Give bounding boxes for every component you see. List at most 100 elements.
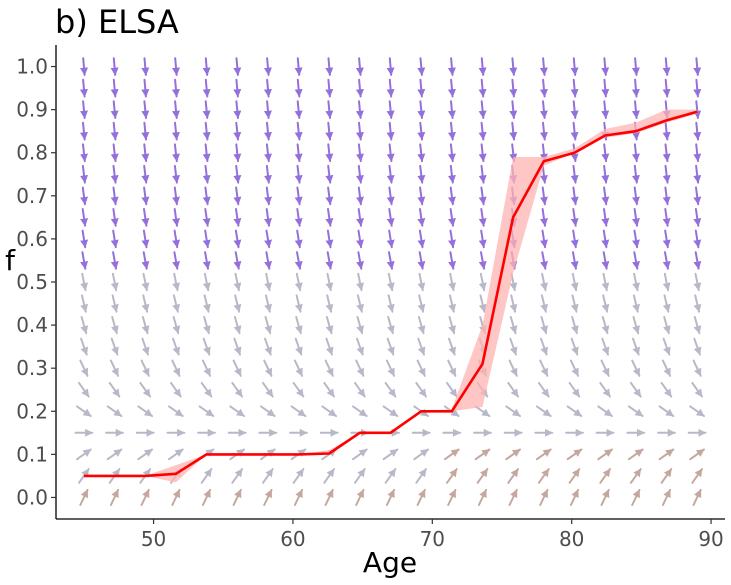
vector-arrow <box>262 381 274 398</box>
vector-arrow <box>474 448 491 461</box>
vector-arrow <box>141 316 150 335</box>
vector-arrow <box>294 143 303 163</box>
vector-arrow <box>325 316 334 335</box>
vector-arrow <box>632 316 640 335</box>
vector-arrow <box>537 468 550 484</box>
vector-arrow <box>415 468 427 484</box>
vector-arrow <box>202 316 211 335</box>
vector-arrow <box>416 359 426 377</box>
vector-arrow <box>321 405 338 418</box>
y-tick-label: 0.0 <box>16 485 48 509</box>
vector-arrow <box>233 316 242 335</box>
vector-arrow <box>508 359 518 377</box>
vector-arrow <box>689 405 705 418</box>
vector-arrow <box>693 208 702 227</box>
vector-arrow <box>535 405 552 418</box>
vector-arrow <box>692 359 702 377</box>
vector-arrow <box>233 251 242 270</box>
vector-arrow <box>535 448 552 461</box>
vector-arrow <box>233 186 242 206</box>
vector-arrow <box>443 448 460 461</box>
vector-arrow <box>566 448 583 461</box>
vector-arrow <box>232 359 242 377</box>
vector-arrow <box>658 405 675 418</box>
vector-arrow <box>601 100 610 119</box>
vector-arrow <box>570 78 579 98</box>
vector-arrow <box>80 272 89 292</box>
vector-arrow <box>294 294 303 313</box>
vector-arrow <box>631 100 640 119</box>
vector-arrow <box>78 468 90 484</box>
vector-arrow <box>601 57 610 76</box>
vector-arrow <box>137 405 154 418</box>
vector-arrow <box>447 143 456 163</box>
vector-arrow <box>386 143 395 163</box>
y-tick-label: 0.1 <box>16 442 48 466</box>
vector-arrow <box>264 272 273 292</box>
vector-arrow <box>537 381 550 398</box>
vector-arrow <box>386 229 395 249</box>
vector-arrow <box>478 57 487 76</box>
vector-arrow <box>662 121 671 141</box>
vector-arrow <box>693 316 702 335</box>
vector-arrow <box>140 359 150 377</box>
vector-arrow <box>79 488 89 506</box>
vector-arrow <box>264 251 272 270</box>
vector-arrow <box>354 468 366 484</box>
vector-arrow <box>233 57 242 76</box>
vector-arrow <box>448 316 456 335</box>
vector-arrow <box>447 78 456 98</box>
vector-arrow <box>264 294 273 313</box>
vector-arrow <box>505 448 521 461</box>
vector-arrow <box>233 164 242 184</box>
vector-arrow <box>170 381 182 398</box>
vector-arrow <box>263 359 273 377</box>
vector-arrow <box>570 272 579 292</box>
vector-arrow <box>447 359 457 377</box>
vector-arrow <box>386 251 395 270</box>
vector-arrow <box>600 488 610 506</box>
vector-arrow <box>382 405 399 418</box>
vector-arrow <box>141 337 150 356</box>
vector-arrow <box>233 208 242 227</box>
vector-arrow <box>386 121 395 141</box>
vector-arrow <box>80 251 88 270</box>
y-tick-label: 0.9 <box>16 98 48 122</box>
vector-arrow <box>570 100 579 119</box>
vector-arrow <box>355 121 364 141</box>
vector-arrow <box>447 100 456 119</box>
vector-arrow <box>601 272 610 292</box>
vector-arrow <box>325 208 334 227</box>
vector-arrow <box>570 164 579 184</box>
vector-arrow <box>385 359 396 377</box>
vector-arrow <box>539 164 548 184</box>
vector-arrow <box>356 229 364 249</box>
vector-arrow <box>689 448 705 461</box>
vector-arrow <box>80 229 89 249</box>
vector-arrow <box>631 359 641 377</box>
vector-arrow <box>509 100 518 119</box>
vector-arrow <box>539 57 548 76</box>
vector-arrow <box>110 294 119 313</box>
vector-arrow <box>356 208 364 227</box>
vector-arrow <box>294 164 303 184</box>
vector-arrow <box>201 359 212 377</box>
vector-arrow <box>448 337 456 356</box>
vector-arrow <box>109 488 120 506</box>
vector-arrow <box>80 57 88 76</box>
vector-arrow <box>539 121 548 141</box>
vector-arrow <box>599 468 611 484</box>
y-axis-ticks: 0.0 0.1 0.2 0.3 0.4 0.5 0.6 0.7 0.8 0.9 1.0 <box>16 55 56 509</box>
vector-arrow <box>417 251 426 270</box>
y-tick-label: 0.7 <box>16 184 48 208</box>
vector-arrow <box>233 100 242 119</box>
vector-arrow <box>539 100 548 119</box>
vector-arrow <box>570 57 579 76</box>
y-tick-label: 0.6 <box>16 227 48 251</box>
vector-arrow <box>631 78 640 98</box>
vector-field <box>74 57 707 506</box>
vector-arrow <box>355 100 364 119</box>
vector-arrow <box>294 57 303 76</box>
vector-arrow <box>110 100 119 119</box>
vector-arrow <box>601 316 610 335</box>
